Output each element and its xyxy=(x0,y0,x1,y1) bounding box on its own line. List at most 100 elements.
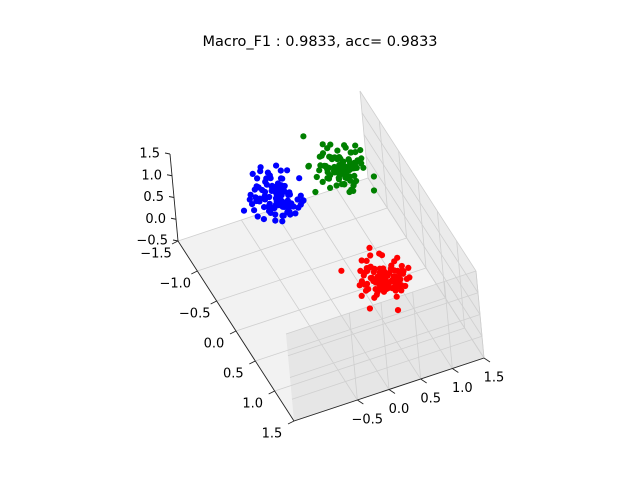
x-tick-label: 0.5 xyxy=(223,367,244,382)
scatter-point-2 xyxy=(366,305,373,312)
scatter-point-0 xyxy=(263,175,270,182)
grid-line xyxy=(289,314,481,378)
scatter-point-0 xyxy=(246,196,253,203)
y-tick-mark xyxy=(452,368,459,373)
scatter-point-1 xyxy=(370,187,378,194)
scatter-point-1 xyxy=(347,160,354,167)
scatter-point-2 xyxy=(357,267,364,274)
x-tick-mark xyxy=(249,360,256,365)
z-tick-mark xyxy=(170,217,177,220)
y-tick-label: 0.0 xyxy=(389,402,410,417)
scatter-point-0 xyxy=(272,217,279,224)
z-tick-mark xyxy=(168,196,175,198)
scatter-point-1 xyxy=(347,149,355,156)
z-tick-label: 0.0 xyxy=(145,212,166,227)
scatter-point-0 xyxy=(296,175,303,182)
scatter-point-1 xyxy=(319,141,326,148)
x-tick-label: 1.0 xyxy=(242,397,263,412)
scatter-point-1 xyxy=(327,141,334,148)
y-tick-label: 1.5 xyxy=(484,371,505,386)
grid-line xyxy=(304,198,422,380)
z-tick-mark xyxy=(164,152,171,155)
z-tick-label: −0.5 xyxy=(136,234,168,249)
scatter-point-2 xyxy=(375,276,382,283)
x-tick-mark xyxy=(191,270,198,275)
scatter-point-2 xyxy=(364,280,371,287)
axis-lines xyxy=(164,152,491,425)
scatter-point-0 xyxy=(284,167,291,174)
z-tick-mark xyxy=(172,239,179,242)
grid-line xyxy=(240,219,358,401)
scatter-point-2 xyxy=(366,244,373,251)
x-tick-mark xyxy=(268,390,275,395)
tick-labels: −1.5 −1.0 −0.5 0.0 0.5 1.0 1.5 −0.5 0.0 0.5 1.0 1.5… xyxy=(136,147,504,442)
grid-line xyxy=(287,292,479,357)
scatter-point-0 xyxy=(273,162,280,169)
y-tick-label: 0.5 xyxy=(420,392,441,407)
scatter-point-2 xyxy=(397,276,404,283)
scatter-point-2 xyxy=(364,267,371,274)
scatter-point-0 xyxy=(257,164,264,171)
scatter-point-2 xyxy=(384,272,391,279)
scatter-point-0 xyxy=(251,186,258,193)
scatter-point-1 xyxy=(353,177,360,185)
scatter-point-1 xyxy=(312,188,319,196)
scatter-point-1 xyxy=(350,187,357,194)
scatter-point-1 xyxy=(351,172,358,179)
scatter-point-0 xyxy=(261,192,268,199)
scatter-point-2 xyxy=(362,287,370,294)
grid-line xyxy=(367,177,485,359)
scatter-point-2 xyxy=(389,277,396,284)
scatter-point-0 xyxy=(268,183,275,190)
scatter-point-1 xyxy=(324,175,331,182)
scatter-point-1 xyxy=(334,156,341,163)
y-tick-label: 1.0 xyxy=(452,381,473,396)
scatter-point-1 xyxy=(342,144,349,151)
scatter-point-2 xyxy=(405,264,412,271)
grid-line xyxy=(359,90,477,272)
grid-line xyxy=(272,209,390,390)
scatter-point-0 xyxy=(260,216,267,223)
grid-line xyxy=(363,134,481,315)
scatter-point-0 xyxy=(279,212,286,219)
x-tick-label: −1.0 xyxy=(160,277,192,292)
scatter-point-2 xyxy=(363,257,370,264)
x-tick-label: 1.5 xyxy=(262,427,283,442)
scatter-point-0 xyxy=(249,170,256,177)
grid-line xyxy=(365,156,483,337)
scatter-point-1 xyxy=(342,174,349,181)
scatter-point-1 xyxy=(331,164,339,171)
grid-line xyxy=(361,112,479,293)
scatter-point-1 xyxy=(313,173,320,181)
scatter-point-0 xyxy=(286,189,293,196)
scatter-point-2 xyxy=(406,274,413,281)
scatter-point-2 xyxy=(398,287,405,294)
y-tick-mark xyxy=(357,399,364,405)
scatter-point-2 xyxy=(358,257,365,264)
scatter-point-2 xyxy=(394,307,402,314)
scatter-point-0 xyxy=(294,196,301,203)
scatter-point-0 xyxy=(267,209,274,216)
scatter-point-1 xyxy=(358,155,365,162)
scatter-point-1 xyxy=(324,165,331,173)
scatter-point-2 xyxy=(338,267,345,274)
scatter-point-0 xyxy=(247,191,254,198)
scatter-point-1 xyxy=(357,147,364,154)
scatter-point-2 xyxy=(380,288,388,295)
scatter-point-1 xyxy=(345,156,352,163)
scatter-point-2 xyxy=(374,288,381,295)
scatter-point-1 xyxy=(351,165,358,172)
x-tick-label: 0.0 xyxy=(204,337,225,352)
scatter-point-2 xyxy=(367,252,374,259)
z-tick-label: 1.5 xyxy=(139,147,160,162)
scatter-point-1 xyxy=(316,153,323,160)
y-tick-mark xyxy=(388,389,396,394)
scatter-point-0 xyxy=(278,182,285,189)
scatter-point-0 xyxy=(292,210,299,217)
scatter-point-2 xyxy=(402,282,409,290)
chart-title: Macro_F1 : 0.9833, acc= 0.9833 xyxy=(202,34,438,50)
scatter-point-2 xyxy=(356,282,363,289)
scatter-point-2 xyxy=(394,267,401,274)
scatter-point-0 xyxy=(279,218,286,225)
